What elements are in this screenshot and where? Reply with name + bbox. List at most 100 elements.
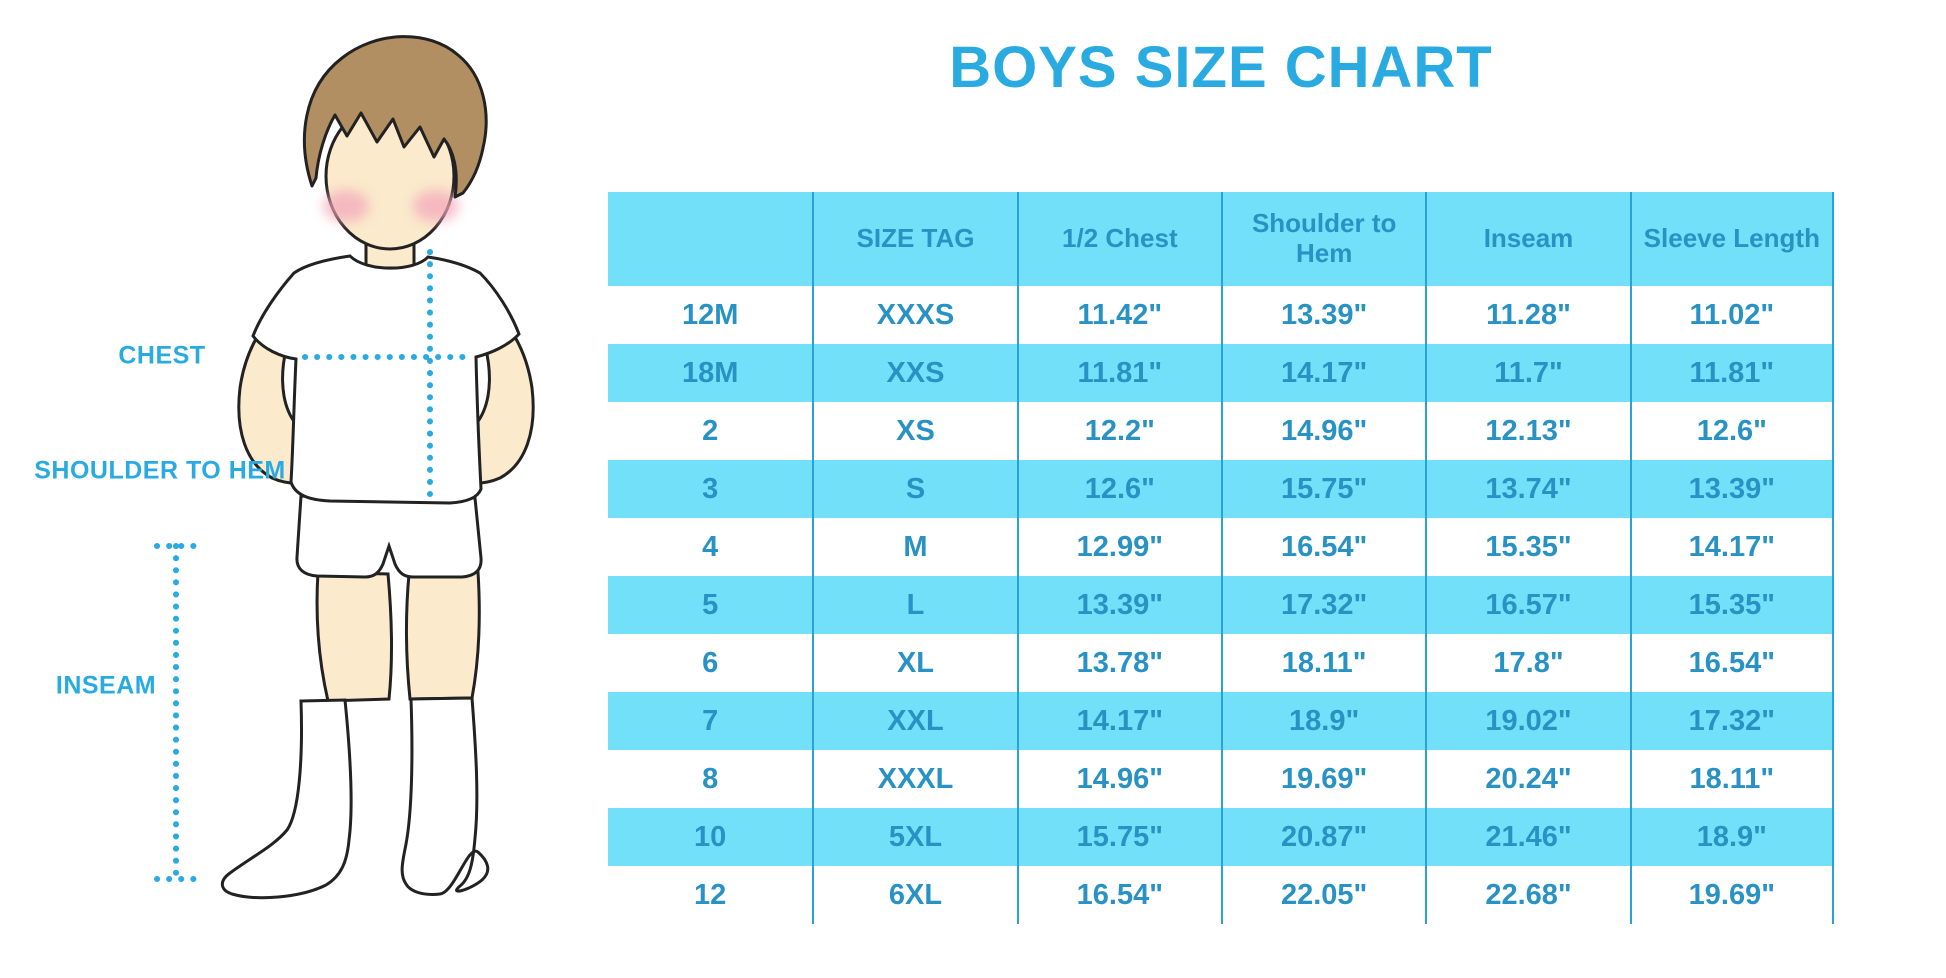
table-row: 4 M 12.99" 16.54" 15.35" 14.17" bbox=[608, 518, 1834, 576]
cell-size-tag: XXL bbox=[812, 692, 1016, 750]
cell-size-tag: 6XL bbox=[812, 866, 1016, 924]
cell-sleeve-length: 12.6" bbox=[1629, 402, 1834, 460]
header-cell-sleeve-length: Sleeve Length bbox=[1629, 192, 1834, 286]
chest-label: CHEST bbox=[118, 341, 206, 370]
cell-inseam: 19.02" bbox=[1425, 692, 1629, 750]
cell-shoulder-to-hem: 18.11" bbox=[1220, 634, 1425, 692]
cell-shoulder-to-hem: 15.75" bbox=[1220, 460, 1425, 518]
cell-size: 3 bbox=[702, 472, 719, 505]
cell-size: 2 bbox=[702, 414, 719, 447]
left-leg bbox=[315, 570, 394, 703]
cell-size: 8 bbox=[702, 762, 719, 795]
cell-inseam: 21.46" bbox=[1425, 808, 1629, 866]
inseam-label: INSEAM bbox=[55, 671, 157, 700]
cell-sleeve-length: 16.54" bbox=[1629, 634, 1834, 692]
right-sock bbox=[400, 696, 490, 896]
cell-inseam: 11.28" bbox=[1425, 286, 1629, 344]
cell-half-chest: 11.42" bbox=[1016, 286, 1221, 344]
cell-inseam: 11.7" bbox=[1425, 344, 1629, 402]
cell-inseam: 17.8" bbox=[1425, 634, 1629, 692]
page-title: BOYS SIZE CHART bbox=[949, 35, 1493, 100]
cell-shoulder-to-hem: 20.87" bbox=[1220, 808, 1425, 866]
right-cheek-blush bbox=[413, 190, 459, 222]
cell-inseam: 20.24" bbox=[1425, 750, 1629, 808]
cell-inseam: 22.68" bbox=[1425, 866, 1629, 924]
cell-sleeve-length: 18.9" bbox=[1629, 808, 1834, 866]
cell-shoulder-to-hem: 17.32" bbox=[1220, 576, 1425, 634]
shorts bbox=[295, 494, 483, 579]
cell-half-chest: 12.6" bbox=[1016, 460, 1221, 518]
cell-size: 12M bbox=[681, 298, 739, 331]
table-row: 3 S 12.6" 15.75" 13.74" 13.39" bbox=[608, 460, 1834, 518]
cell-size-tag: 5XL bbox=[812, 808, 1016, 866]
left-sock bbox=[220, 698, 353, 900]
table-row: 10 5XL 15.75" 20.87" 21.46" 18.9" bbox=[608, 808, 1834, 866]
cell-half-chest: 12.99" bbox=[1016, 518, 1221, 576]
table-row: 6 XL 13.78" 18.11" 17.8" 16.54" bbox=[608, 634, 1834, 692]
size-table: SIZE TAG 1/2 Chest Shoulder to Hem Insea… bbox=[608, 192, 1834, 924]
hair bbox=[302, 35, 488, 199]
cell-half-chest: 14.17" bbox=[1016, 692, 1221, 750]
header-cell-half-chest: 1/2 Chest bbox=[1016, 192, 1221, 286]
table-row: 12 6XL 16.54" 22.05" 22.68" 19.69" bbox=[608, 866, 1834, 924]
cell-size-tag: XXS bbox=[812, 344, 1016, 402]
header-cell-size bbox=[608, 192, 812, 286]
measurement-lines bbox=[154, 249, 468, 882]
cell-half-chest: 12.2" bbox=[1016, 402, 1221, 460]
cell-sleeve-length: 18.11" bbox=[1629, 750, 1834, 808]
shoulder-to-hem-label: SHOULDER TO HEM bbox=[34, 456, 286, 485]
cell-sleeve-length: 11.81" bbox=[1629, 344, 1834, 402]
cell-size-tag: XS bbox=[812, 402, 1016, 460]
table-row: 12M XXXS 11.42" 13.39" 11.28" 11.02" bbox=[608, 286, 1834, 344]
cell-sleeve-length: 13.39" bbox=[1629, 460, 1834, 518]
cell-shoulder-to-hem: 19.69" bbox=[1220, 750, 1425, 808]
cell-half-chest: 11.81" bbox=[1016, 344, 1221, 402]
right-leg bbox=[404, 570, 481, 701]
cell-inseam: 12.13" bbox=[1425, 402, 1629, 460]
cell-half-chest: 15.75" bbox=[1016, 808, 1221, 866]
cell-half-chest: 13.78" bbox=[1016, 634, 1221, 692]
cell-sleeve-length: 15.35" bbox=[1629, 576, 1834, 634]
cell-size-tag: XL bbox=[812, 634, 1016, 692]
cell-size-tag: XXXL bbox=[812, 750, 1016, 808]
table-header-row: SIZE TAG 1/2 Chest Shoulder to Hem Insea… bbox=[608, 192, 1834, 286]
cell-shoulder-to-hem: 18.9" bbox=[1220, 692, 1425, 750]
table-row: 7 XXL 14.17" 18.9" 19.02" 17.32" bbox=[608, 692, 1834, 750]
cell-shoulder-to-hem: 14.96" bbox=[1220, 402, 1425, 460]
t-shirt bbox=[251, 254, 521, 505]
cell-shoulder-to-hem: 16.54" bbox=[1220, 518, 1425, 576]
cell-sleeve-length: 17.32" bbox=[1629, 692, 1834, 750]
cell-size: 4 bbox=[702, 530, 719, 563]
table-row: 8 XXXL 14.96" 19.69" 20.24" 18.11" bbox=[608, 750, 1834, 808]
cell-size-tag: L bbox=[812, 576, 1016, 634]
table-row: 5 L 13.39" 17.32" 16.57" 15.35" bbox=[608, 576, 1834, 634]
cell-size: 5 bbox=[702, 588, 719, 621]
cell-size-tag: M bbox=[812, 518, 1016, 576]
measurement-figure: CHEST SHOULDER TO HEM INSEAM bbox=[0, 0, 600, 973]
cell-sleeve-length: 19.69" bbox=[1629, 866, 1834, 924]
header-cell-shoulder-to-hem: Shoulder to Hem bbox=[1220, 192, 1425, 286]
table-row: 18M XXS 11.81" 14.17" 11.7" 11.81" bbox=[608, 344, 1834, 402]
header-cell-size-tag: SIZE TAG bbox=[812, 192, 1016, 286]
cell-size-tag: S bbox=[812, 460, 1016, 518]
cell-shoulder-to-hem: 22.05" bbox=[1220, 866, 1425, 924]
left-cheek-blush bbox=[323, 190, 369, 222]
cell-sleeve-length: 14.17" bbox=[1629, 518, 1834, 576]
cell-size: 7 bbox=[702, 704, 719, 737]
cell-sleeve-length: 11.02" bbox=[1629, 286, 1834, 344]
cell-shoulder-to-hem: 13.39" bbox=[1220, 286, 1425, 344]
cell-half-chest: 13.39" bbox=[1016, 576, 1221, 634]
cell-size-tag: XXXS bbox=[812, 286, 1016, 344]
cell-size: 6 bbox=[702, 646, 719, 679]
cell-size: 18M bbox=[681, 356, 739, 389]
cell-half-chest: 14.96" bbox=[1016, 750, 1221, 808]
boy-illustration bbox=[154, 35, 535, 900]
cell-inseam: 15.35" bbox=[1425, 518, 1629, 576]
cell-size: 10 bbox=[694, 820, 727, 853]
table-row: 2 XS 12.2" 14.96" 12.13" 12.6" bbox=[608, 402, 1834, 460]
cell-shoulder-to-hem: 14.17" bbox=[1220, 344, 1425, 402]
cell-inseam: 16.57" bbox=[1425, 576, 1629, 634]
header-cell-inseam: Inseam bbox=[1425, 192, 1629, 286]
cell-inseam: 13.74" bbox=[1425, 460, 1629, 518]
